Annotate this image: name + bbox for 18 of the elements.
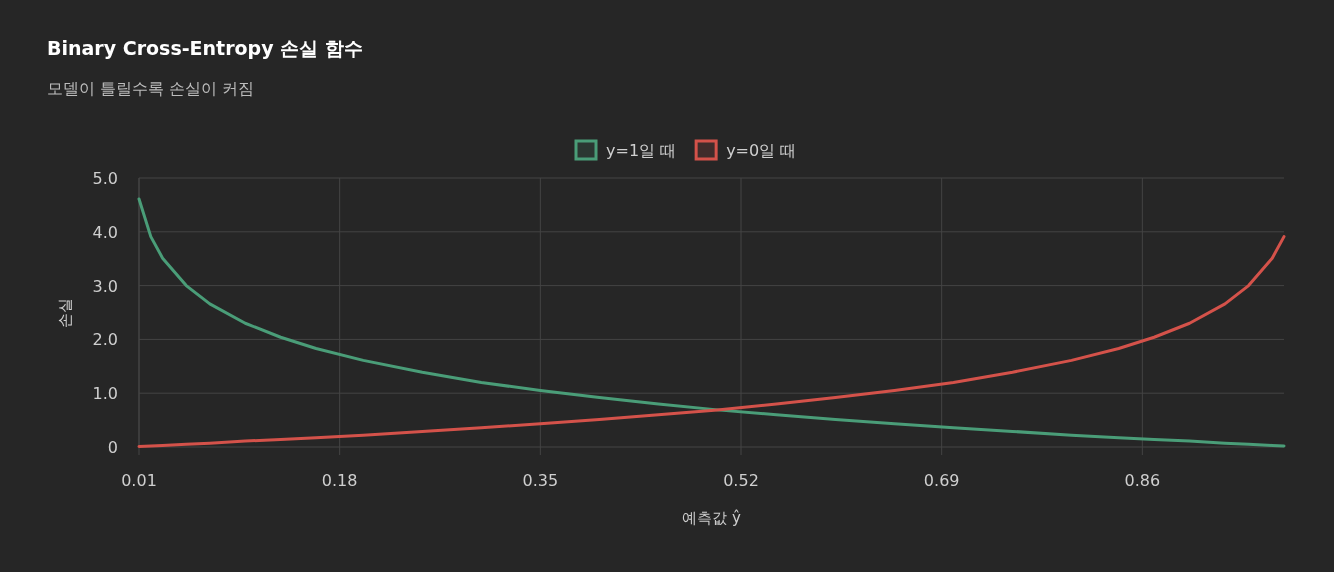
y-tick-label: 2.0 — [92, 330, 118, 350]
y-axis-title: 손실 — [56, 297, 74, 328]
x-tick-label: 0.18 — [321, 471, 358, 490]
y-tick-label: 0 — [107, 438, 118, 457]
x-tick-label: 0.86 — [1124, 471, 1161, 490]
chart-title: Binary Cross-Entropy 손실 함수 — [47, 37, 363, 59]
x-tick-label: 0.52 — [723, 471, 759, 490]
legend-label: y=1일 때 — [606, 141, 677, 160]
y-tick-label: 5.0 — [92, 169, 118, 188]
y-tick-label: 4.0 — [92, 222, 118, 242]
chart-subtitle: 모델이 틀릴수록 손실이 커짐 — [47, 79, 255, 98]
x-tick-label: 0.69 — [923, 471, 960, 490]
x-tick-label: 0.01 — [121, 471, 157, 490]
y-tick-label: 1.0 — [92, 384, 118, 404]
x-axis-title: 예측값 ŷ — [682, 509, 741, 527]
x-tick-label: 0.35 — [522, 471, 559, 490]
legend-label: y=0일 때 — [726, 141, 797, 160]
y-tick-label: 3.0 — [92, 276, 118, 296]
